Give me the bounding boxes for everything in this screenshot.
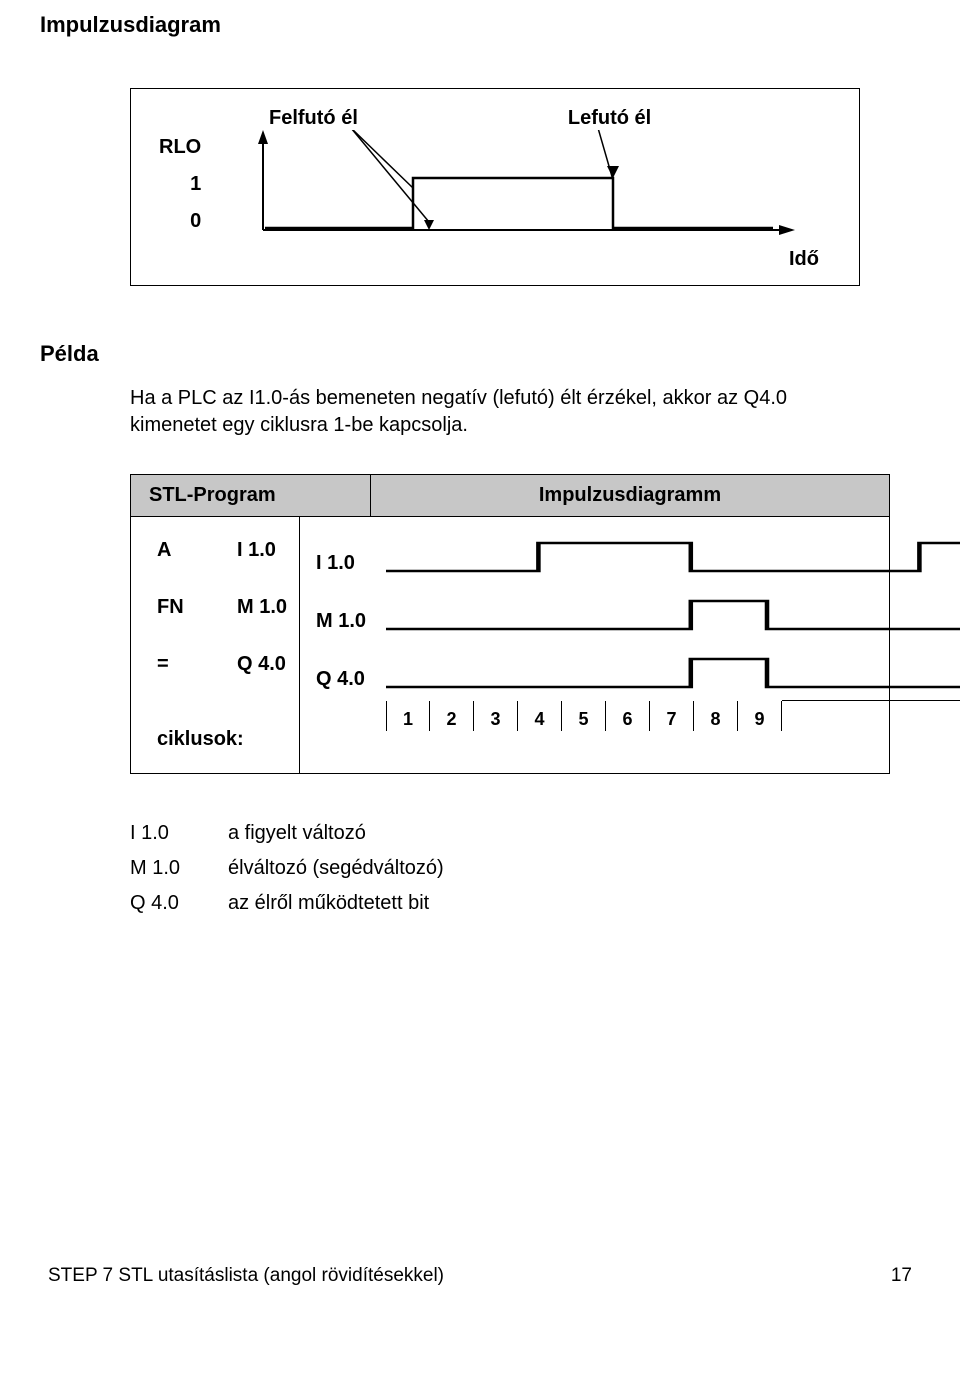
signal-row: M 1.0 1 0 <box>316 597 960 633</box>
footer-left: STEP 7 STL utasításlista (angol rövidíté… <box>48 1265 444 1287</box>
cycle-tick: 6 <box>606 701 650 731</box>
legend-key: I 1.0 <box>130 822 200 845</box>
rlo-diagram <box>243 130 831 245</box>
cycle-tick: 7 <box>650 701 694 731</box>
prog-row: A I 1.0 <box>157 539 299 562</box>
prog-row: = Q 4.0 <box>157 653 299 676</box>
cycle-tick: 2 <box>430 701 474 731</box>
legend: I 1.0 a figyelt változó M 1.0 élváltozó … <box>130 822 920 915</box>
legend-row: M 1.0 élváltozó (segédváltozó) <box>130 857 920 880</box>
legend-val: a figyelt változó <box>228 822 366 845</box>
example-text: Ha a PLC az I1.0-ás bemeneten negatív (l… <box>130 385 830 439</box>
cycle-tick: 5 <box>562 701 606 731</box>
addr: M 1.0 <box>237 596 299 619</box>
addr: Q 4.0 <box>237 653 299 676</box>
stl-program-col: A I 1.0 FN M 1.0 = Q 4.0 ciklusok: <box>131 517 300 773</box>
cycle-tick: 8 <box>694 701 738 731</box>
legend-key: M 1.0 <box>130 857 200 880</box>
signal-q40 <box>386 655 960 691</box>
footer-right: 17 <box>891 1265 912 1287</box>
falling-edge-label: Lefutó él <box>568 107 651 130</box>
rlo-svg <box>243 130 803 240</box>
cycles-label: ciklusok: <box>157 706 299 751</box>
legend-row: I 1.0 a figyelt változó <box>130 822 920 845</box>
table-header-right: Impulzusdiagramm <box>371 475 889 517</box>
page-title: Impulzusdiagram <box>40 12 920 38</box>
addr: I 1.0 <box>237 539 299 562</box>
time-axis-label: Idő <box>789 248 819 271</box>
impulse-col: I 1.0 1 0 M 1.0 1 0 Q <box>300 517 960 773</box>
rlo-label: RLO <box>159 136 201 159</box>
prog-row: FN M 1.0 <box>157 596 299 619</box>
cycle-ticks: 123456789 <box>386 701 782 731</box>
op: A <box>157 539 193 562</box>
cycle-tick: 3 <box>474 701 518 731</box>
op: = <box>157 653 193 676</box>
stl-table: STL-Program Impulzusdiagramm A I 1.0 FN … <box>130 474 890 774</box>
table-header-row: STL-Program Impulzusdiagramm <box>131 475 889 517</box>
signal-row: I 1.0 1 0 <box>316 539 960 575</box>
cycle-tick: 9 <box>738 701 782 731</box>
rising-edge-label: Felfutó él <box>269 107 358 130</box>
legend-val: az élről működtetett bit <box>228 892 429 915</box>
signal-label: Q 4.0 <box>316 668 374 691</box>
rlo-y0: 0 <box>190 210 201 233</box>
example-heading: Példa <box>40 341 920 367</box>
edge-labels: Felfutó él Lefutó él <box>269 107 831 130</box>
legend-row: Q 4.0 az élről működtetett bit <box>130 892 920 915</box>
cycle-tick: 1 <box>386 701 430 731</box>
rlo-y1: 1 <box>190 173 201 196</box>
page-footer: STEP 7 STL utasításlista (angol rövidíté… <box>40 1265 920 1287</box>
signal-label: I 1.0 <box>316 552 374 575</box>
signal-row: Q 4.0 1 0 <box>316 655 960 691</box>
rlo-axis-labels: RLO 1 0 <box>159 136 203 245</box>
legend-key: Q 4.0 <box>130 892 200 915</box>
signal-i10 <box>386 539 960 575</box>
legend-val: élváltozó (segédváltozó) <box>228 857 444 880</box>
signal-label: M 1.0 <box>316 610 374 633</box>
rlo-pane: Felfutó él Lefutó él RLO 1 0 <box>130 88 860 286</box>
cycle-ticks-row: 123456789 <box>386 701 960 731</box>
cycle-tick: 4 <box>518 701 562 731</box>
signal-m10 <box>386 597 960 633</box>
table-body: A I 1.0 FN M 1.0 = Q 4.0 ciklusok: I 1.0… <box>131 517 889 773</box>
op: FN <box>157 596 193 619</box>
table-header-left: STL-Program <box>131 475 371 517</box>
